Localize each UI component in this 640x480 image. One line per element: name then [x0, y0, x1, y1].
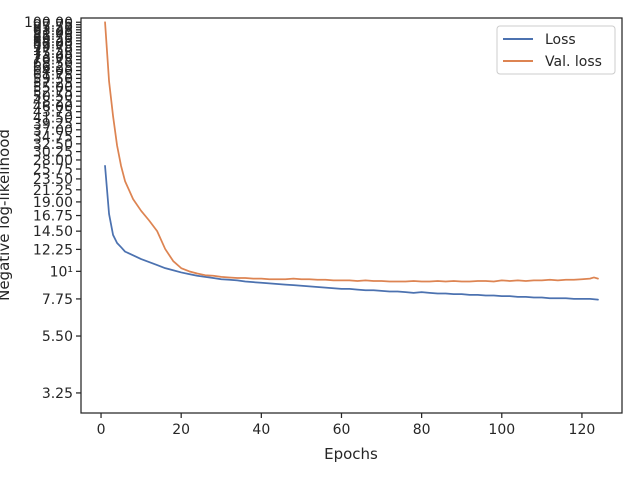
y-tick-label: 41.50 [33, 110, 73, 126]
y-tick-label: 82.00 [33, 37, 73, 53]
y-tick-label: 77.50 [33, 43, 73, 59]
y-tick-label: 19.00 [33, 195, 73, 211]
y-tick-label: 57.25 [33, 76, 73, 92]
y-tick-label: 39.25 [33, 116, 73, 132]
y-tick-label: 50.50 [33, 89, 73, 105]
y-tick-label: 12.25 [33, 242, 73, 258]
y-tick-label: 3.25 [42, 386, 73, 402]
y-tick-label: 66.25 [33, 60, 73, 76]
y-tick-label: 68.50 [33, 56, 73, 72]
x-tick-label: 20 [172, 422, 190, 438]
y-tick-label: 28.00 [33, 153, 73, 169]
y-tick-label: 93.25 [33, 23, 73, 39]
series-line-val-loss [104, 21, 599, 283]
y-tick-label: 25.75 [33, 162, 73, 178]
y-tick-label: 79.75 [33, 40, 73, 56]
x-tick-label: 100 [488, 422, 515, 438]
y-tick-label: 73.00 [33, 49, 73, 65]
y-tick-label: 97.75 [33, 18, 73, 34]
x-tick-label: 40 [252, 422, 270, 438]
y-tick-label: 48.25 [33, 94, 73, 110]
y-tick-label: 55.00 [33, 80, 73, 96]
series-line-loss [104, 165, 599, 301]
y-tick-label: 37.00 [33, 123, 73, 139]
y-tick-label: 84.25 [33, 34, 73, 50]
y-tick-label: 21.25 [33, 183, 73, 199]
y-tick-label: 91.00 [33, 25, 73, 41]
x-axis-ticks: 0 20 40 60 80 100 120 [97, 413, 596, 438]
legend-label-val-loss: Val. loss [545, 54, 602, 70]
x-tick-label: 120 [569, 422, 596, 438]
y-tick-label: 86.50 [33, 31, 73, 47]
y-tick-label: 88.75 [33, 28, 73, 44]
y-tick-label: 64.00 [33, 64, 73, 80]
x-tick-label: 80 [413, 422, 431, 438]
y-axis-label: Negative log-likelihood [0, 129, 13, 301]
y-tick-label: 5.50 [42, 329, 73, 345]
legend: Loss Val. loss [496, 25, 616, 75]
y-tick-label: 23.50 [33, 172, 73, 188]
y-tick-label: 34.75 [33, 130, 73, 146]
y-tick-label: 75.25 [33, 46, 73, 62]
y-tick-label: 95.50 [33, 20, 73, 36]
y-tick-label: 70.75 [33, 53, 73, 69]
y-tick-label: 52.75 [33, 84, 73, 100]
x-tick-label: 60 [333, 422, 351, 438]
y-tick-label: 7.75 [42, 292, 73, 308]
y-tick-label: 32.50 [33, 137, 73, 153]
y-tick-label: 100.00 [24, 15, 73, 31]
y-tick-label: 16.75 [33, 209, 73, 225]
y-axis-ticks: 3.25 5.50 7.75 10¹ 12.25 14.5016.7519.0021.25… [24, 15, 81, 402]
y-tick-label: 46.00 [33, 99, 73, 115]
y-tick-label: 59.50 [33, 71, 73, 87]
x-axis-label: Epochs [324, 445, 378, 463]
y-tick-label: 43.75 [33, 105, 73, 121]
y-tick-label: 10¹ [50, 264, 73, 280]
y-tick-label: 14.50 [33, 224, 73, 240]
x-tick-label: 0 [97, 422, 106, 438]
series-layer [104, 21, 599, 301]
legend-label-loss: Loss [545, 32, 576, 48]
y-tick-label: 61.75 [33, 67, 73, 83]
y-tick-label: 30.25 [33, 145, 73, 161]
